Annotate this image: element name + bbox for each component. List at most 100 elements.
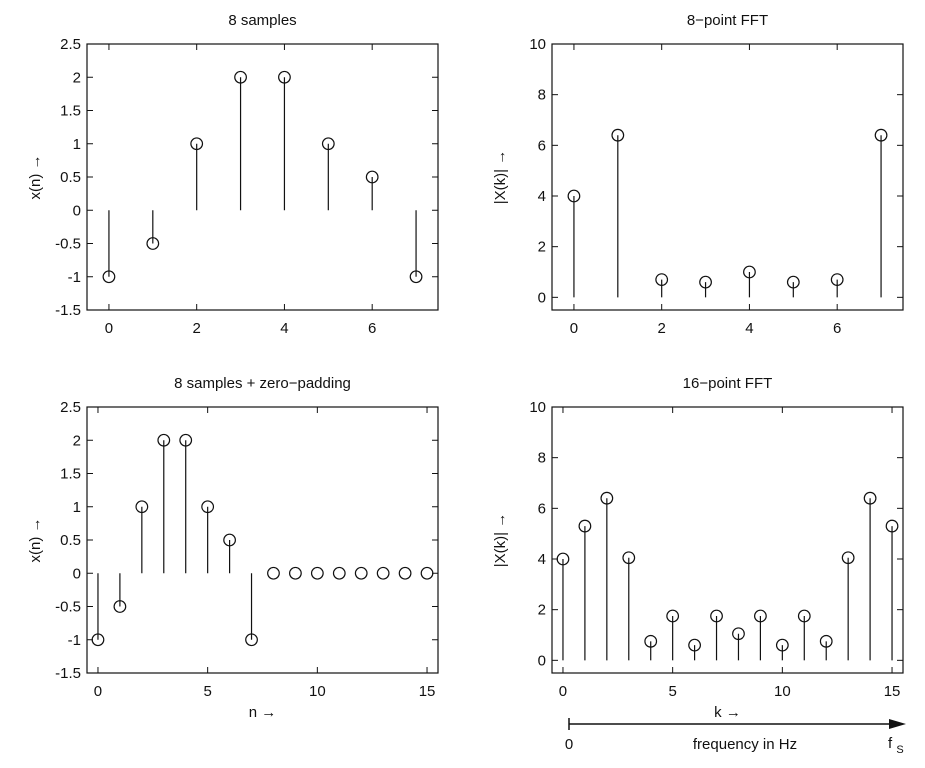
y-tick-label: 1 xyxy=(73,136,81,153)
y-tick-label: 0 xyxy=(73,202,81,219)
chart-title: 16−point FFT xyxy=(683,375,773,392)
charts-layer: 8 samples -1.5 -1 -0.5 0 0.5 1 1.5 2 2.5 0 2 4 6 x(n) … xyxy=(27,12,904,721)
chart-title: 8 samples xyxy=(228,12,296,29)
y-tick-label: -1 xyxy=(68,632,81,649)
x-tick-label: 10 xyxy=(774,683,791,700)
frequency-axis: 0 frequency in Hz f S xyxy=(565,718,906,756)
chart-title: 8−point FFT xyxy=(687,12,768,29)
data-point-marker xyxy=(289,566,302,580)
data-point-marker xyxy=(278,70,291,84)
data-point-marker xyxy=(644,634,658,648)
y-tick-label: -0.5 xyxy=(55,599,81,616)
data-point-marker xyxy=(354,566,368,580)
data-point-marker xyxy=(135,500,149,514)
data-point-marker xyxy=(797,609,811,623)
y-tick-label: -0.5 xyxy=(55,236,81,253)
data-point-marker xyxy=(622,551,636,565)
frequency-axis-end-label: f S xyxy=(888,735,904,756)
y-tick-label: -1.5 xyxy=(55,302,81,319)
data-point-marker xyxy=(732,627,745,641)
data-point-marker xyxy=(600,491,614,505)
y-tick-label: 4 xyxy=(538,188,546,205)
y-tick-label: 2 xyxy=(73,432,81,449)
data-point-marker xyxy=(754,609,767,623)
data-point-marker xyxy=(223,533,236,547)
y-tick-label: 6 xyxy=(538,137,546,154)
x-tick-label: 10 xyxy=(309,683,326,700)
data-point-marker xyxy=(365,170,379,184)
x-tick-label: 0 xyxy=(570,320,578,337)
data-point-marker xyxy=(611,128,625,142)
x-tick-label: 0 xyxy=(94,683,102,700)
x-tick-label: 15 xyxy=(884,683,901,700)
frequency-axis-start-label: 0 xyxy=(565,736,573,753)
data-point-marker xyxy=(743,265,756,279)
x-tick-label: 2 xyxy=(193,320,201,337)
data-point-marker xyxy=(157,433,171,447)
frequency-axis-end-symbol: f xyxy=(888,735,893,752)
y-tick-label: 0.5 xyxy=(60,532,81,549)
data-point-marker xyxy=(190,137,204,151)
y-tick-label: 1.5 xyxy=(60,103,81,120)
y-tick-label: 0.5 xyxy=(60,169,81,186)
x-tick-label: 6 xyxy=(833,320,841,337)
data-point-marker xyxy=(874,128,888,142)
frequency-axis-end-subscript: S xyxy=(896,744,903,756)
data-point-marker xyxy=(710,609,723,623)
y-tick-label: 10 xyxy=(529,399,546,416)
y-axis-label: |X(k)| → xyxy=(492,513,509,567)
x-axis-label: n → xyxy=(249,704,277,721)
frequency-axis-arrowhead xyxy=(889,719,906,729)
data-point-marker xyxy=(578,519,592,533)
data-point-marker xyxy=(841,551,855,565)
y-axis-label: x(n) → xyxy=(27,518,44,563)
y-tick-label: -1.5 xyxy=(55,665,81,682)
y-axis-label: x(n) → xyxy=(27,155,44,200)
data-point-marker xyxy=(819,634,833,648)
data-point-marker xyxy=(332,566,346,580)
y-tick-label: 2.5 xyxy=(60,36,81,53)
x-tick-label: 6 xyxy=(368,320,376,337)
frequency-axis-center-label: frequency in Hz xyxy=(693,736,797,753)
y-tick-label: 4 xyxy=(538,551,546,568)
y-tick-label: 0 xyxy=(538,289,546,306)
data-point-marker xyxy=(863,491,877,505)
y-tick-label: 8 xyxy=(538,87,546,104)
x-tick-label: 0 xyxy=(559,683,567,700)
data-point-marker xyxy=(321,137,335,151)
x-tick-label: 0 xyxy=(105,320,113,337)
chart-fft16: 16−point FFT 0 2 4 6 8 10 0 5 10 15 |X(k)| → k → xyxy=(492,375,904,721)
x-tick-label: 4 xyxy=(280,320,288,337)
y-tick-label: 8 xyxy=(538,450,546,467)
data-point-marker xyxy=(267,566,280,580)
data-point-marker xyxy=(179,433,193,447)
data-point-marker xyxy=(775,638,789,652)
y-tick-label: 1 xyxy=(73,499,81,516)
y-tick-label: 0 xyxy=(538,652,546,669)
y-tick-label: -1 xyxy=(68,269,81,286)
y-tick-label: 1.5 xyxy=(60,466,81,483)
x-tick-label: 5 xyxy=(668,683,676,700)
data-point-marker xyxy=(398,566,412,580)
data-point-marker xyxy=(376,566,390,580)
x-tick-label: 4 xyxy=(745,320,753,337)
data-point-marker xyxy=(786,275,800,289)
x-tick-label: 15 xyxy=(419,683,436,700)
chart-samples8: 8 samples -1.5 -1 -0.5 0 0.5 1 1.5 2 2.5 0 2 4 6 x(n) … xyxy=(27,12,439,337)
data-point-marker xyxy=(420,566,434,580)
data-point-marker xyxy=(655,273,669,287)
data-point-marker xyxy=(885,519,899,533)
plot-frame xyxy=(551,406,904,674)
y-tick-label: 10 xyxy=(529,36,546,53)
chart-title: 8 samples + zero−padding xyxy=(174,375,351,392)
y-tick-label: 2.5 xyxy=(60,399,81,416)
data-point-marker xyxy=(556,552,570,566)
y-tick-label: 2 xyxy=(73,69,81,86)
data-point-marker xyxy=(567,189,581,203)
y-tick-label: 2 xyxy=(538,602,546,619)
data-point-marker xyxy=(146,237,160,250)
chart-samples16: 8 samples + zero−padding -1.5 -1 -0.5 0 0.5 1 1… xyxy=(27,375,439,721)
x-axis-label: k → xyxy=(714,704,741,721)
